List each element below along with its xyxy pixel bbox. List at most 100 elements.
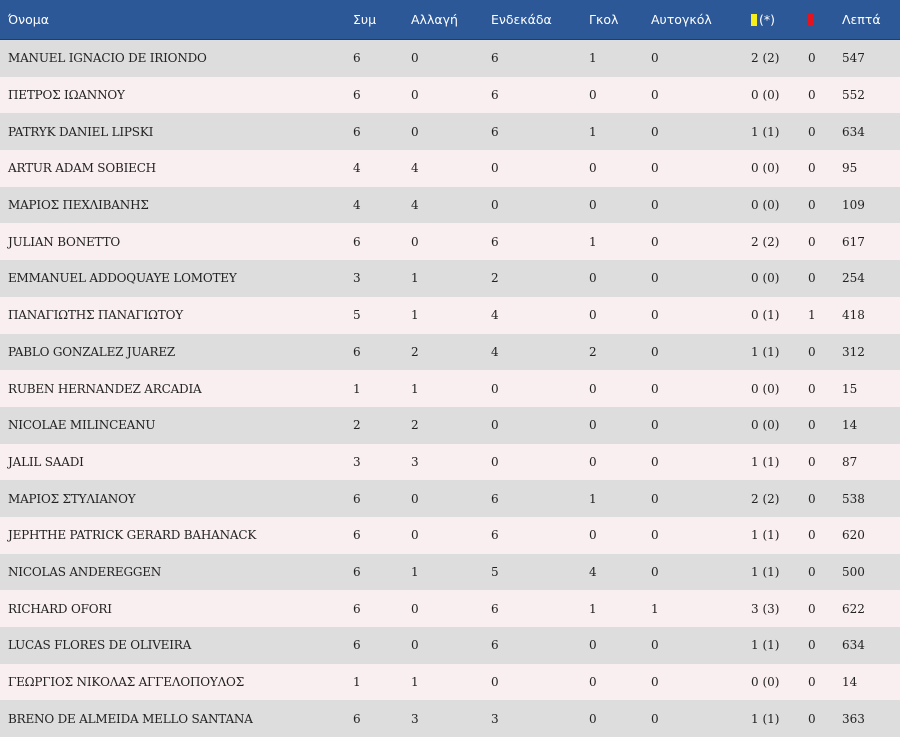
table-row[interactable]: JEPHTHE PATRICK GERARD BAHANACK 6 0 6 0 … [0,517,900,554]
col-header-own-goals[interactable]: Αυτογκόλ [643,0,743,40]
table-row[interactable]: RUBEN HERNANDEZ ARCADIA 1 1 0 0 0 0 (0) … [0,370,900,407]
red-cards-cell: 0 [800,480,834,517]
yellow-cards-value: 0 (1) [743,308,779,322]
substitute-value: 0 [403,88,419,102]
substitute-cell: 1 [403,260,483,297]
appearances-cell: 1 [345,370,403,407]
own-goals-cell: 0 [643,297,743,334]
col-header-goals[interactable]: Γκολ [581,0,643,40]
substitute-value: 0 [403,602,419,616]
col-header-yellow-cards[interactable]: (*) [743,0,800,40]
yellow-cards-value: 1 (1) [743,125,779,139]
substitute-value: 4 [403,198,419,212]
table-row[interactable]: JULIAN BONETTO 6 0 6 1 0 2 (2) 0 617 [0,223,900,260]
appearances-cell: 6 [345,554,403,591]
starting-value: 4 [483,308,499,322]
col-header-substitute[interactable]: Αλλαγή [403,0,483,40]
red-cards-value: 0 [800,161,816,175]
substitute-value: 0 [403,638,419,652]
table-row[interactable]: JALIL SAADI 3 3 0 0 0 1 (1) 0 87 [0,444,900,481]
player-name: MANUEL IGNACIO DE IRIONDO [0,51,207,65]
minutes-value: 109 [834,198,865,212]
table-row[interactable]: ARTUR ADAM SOBIECH 4 4 0 0 0 0 (0) 0 95 [0,150,900,187]
minutes-value: 634 [834,125,865,139]
starting-cell: 0 [483,407,581,444]
starting-cell: 6 [483,627,581,664]
own-goals-value: 0 [643,345,659,359]
table-row[interactable]: ΠΕΤΡΟΣ ΙΩΑΝΝΟΥ 6 0 6 0 0 0 (0) 0 552 [0,77,900,114]
goals-value: 1 [581,235,597,249]
red-cards-cell: 0 [800,187,834,224]
substitute-value: 3 [403,712,419,726]
col-header-own-goals-label: Αυτογκόλ [643,12,712,27]
player-name-cell: NICOLAS ANDEREGGEN [0,554,345,591]
table-row[interactable]: NICOLAS ANDEREGGEN 6 1 5 4 0 1 (1) 0 500 [0,554,900,591]
goals-value: 2 [581,345,597,359]
table-row[interactable]: RICHARD OFORI 6 0 6 1 1 3 (3) 0 622 [0,590,900,627]
player-name-cell: RICHARD OFORI [0,590,345,627]
appearances-value: 6 [345,88,361,102]
appearances-value: 6 [345,712,361,726]
table-row[interactable]: ΜΑΡΙΟΣ ΠΕΧΛΙΒΑΝΗΣ 4 4 0 0 0 0 (0) 0 109 [0,187,900,224]
minutes-value: 254 [834,271,865,285]
starting-cell: 0 [483,187,581,224]
goals-value: 0 [581,271,597,285]
player-name-cell: ΜΑΡΙΟΣ ΣΤΥΛΙΑΝΟΥ [0,480,345,517]
substitute-cell: 0 [403,627,483,664]
yellow-cards-value: 2 (2) [743,235,779,249]
starting-cell: 6 [483,40,581,77]
player-name: ΠΑΝΑΓΙΩΤΗΣ ΠΑΝΑΓΙΩΤΟΥ [0,308,183,322]
player-name: RICHARD OFORI [0,602,112,616]
table-row[interactable]: PATRYK DANIEL LIPSKI 6 0 6 1 0 1 (1) 0 6… [0,113,900,150]
red-cards-value: 0 [800,565,816,579]
appearances-value: 6 [345,51,361,65]
table-row[interactable]: LUCAS FLORES DE OLIVEIRA 6 0 6 0 0 1 (1)… [0,627,900,664]
col-header-starting[interactable]: Ενδεκάδα [483,0,581,40]
appearances-value: 6 [345,602,361,616]
table-row[interactable]: ΓΕΩΡΓΙΟΣ ΝΙΚΟΛΑΣ ΑΓΓΕΛΟΠΟΥΛΟΣ 1 1 0 0 0 … [0,664,900,701]
own-goals-cell: 0 [643,223,743,260]
appearances-cell: 3 [345,260,403,297]
substitute-cell: 2 [403,407,483,444]
substitute-value: 1 [403,382,419,396]
table-row[interactable]: ΠΑΝΑΓΙΩΤΗΣ ΠΑΝΑΓΙΩΤΟΥ 5 1 4 0 0 0 (1) 1 … [0,297,900,334]
table-row[interactable]: MANUEL IGNACIO DE IRIONDO 6 0 6 1 0 2 (2… [0,40,900,77]
col-header-substitute-label: Αλλαγή [403,12,458,27]
table-row[interactable]: EMMANUEL ADDOQUAYE LOMOTEY 3 1 2 0 0 0 (… [0,260,900,297]
minutes-value: 14 [834,675,857,689]
table-row[interactable]: PABLO GONZALEZ JUAREZ 6 2 4 2 0 1 (1) 0 … [0,334,900,371]
substitute-cell: 0 [403,77,483,114]
starting-cell: 6 [483,517,581,554]
player-name: PATRYK DANIEL LIPSKI [0,125,153,139]
substitute-cell: 3 [403,700,483,737]
col-header-name[interactable]: Όνομα [0,0,345,40]
player-name-cell: MANUEL IGNACIO DE IRIONDO [0,40,345,77]
starting-value: 6 [483,602,499,616]
minutes-cell: 254 [834,260,900,297]
yellow-cards-value: 1 (1) [743,455,779,469]
goals-value: 0 [581,161,597,175]
col-header-red-cards-content [800,12,814,27]
goals-value: 1 [581,602,597,616]
minutes-value: 617 [834,235,865,249]
minutes-cell: 552 [834,77,900,114]
substitute-value: 0 [403,125,419,139]
goals-cell: 4 [581,554,643,591]
table-row[interactable]: NICOLAE MILINCEANU 2 2 0 0 0 0 (0) 0 14 [0,407,900,444]
yellow-cards-cell: 0 (0) [743,664,800,701]
minutes-cell: 620 [834,517,900,554]
yellow-cards-value: 1 (1) [743,345,779,359]
table-row[interactable]: ΜΑΡΙΟΣ ΣΤΥΛΙΑΝΟΥ 6 0 6 1 0 2 (2) 0 538 [0,480,900,517]
minutes-value: 363 [834,712,865,726]
table-row[interactable]: BRENO DE ALMEIDA MELLO SANTANA 6 3 3 0 0… [0,700,900,737]
player-name: ARTUR ADAM SOBIECH [0,161,156,175]
minutes-cell: 95 [834,150,900,187]
own-goals-cell: 0 [643,40,743,77]
substitute-value: 2 [403,345,419,359]
col-header-appearances[interactable]: Συμ [345,0,403,40]
own-goals-cell: 0 [643,113,743,150]
player-name: BRENO DE ALMEIDA MELLO SANTANA [0,712,253,726]
col-header-minutes[interactable]: Λεπτά [834,0,900,40]
goals-value: 0 [581,198,597,212]
col-header-red-cards[interactable] [800,0,834,40]
